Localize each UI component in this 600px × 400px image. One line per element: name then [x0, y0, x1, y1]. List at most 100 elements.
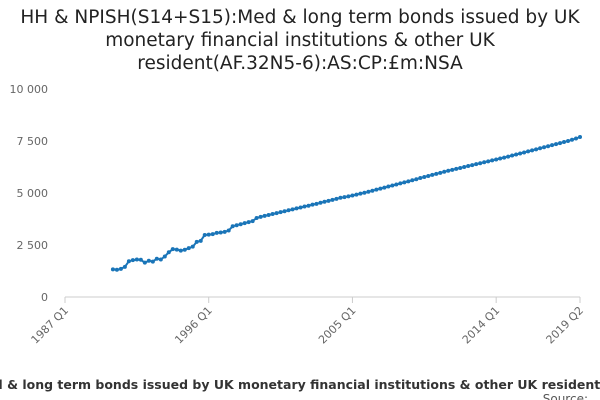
- point: [354, 192, 359, 197]
- point: [250, 219, 255, 224]
- point: [406, 179, 411, 184]
- point: [238, 222, 243, 227]
- point: [162, 254, 167, 259]
- point: [510, 153, 515, 158]
- point: [486, 159, 491, 164]
- point: [362, 190, 367, 195]
- y-tick-label: 5 000: [17, 187, 49, 200]
- point: [502, 155, 507, 160]
- point: [418, 176, 423, 181]
- x-tick-label: 2014 Q1: [460, 304, 503, 347]
- point: [410, 178, 415, 183]
- point: [118, 266, 123, 271]
- x-tick-label: 1996 Q1: [172, 304, 215, 347]
- point: [394, 182, 399, 187]
- y-tick-label: 2 500: [17, 239, 49, 252]
- point: [154, 256, 159, 261]
- point: [350, 193, 355, 198]
- point: [262, 213, 267, 218]
- point: [146, 258, 151, 263]
- point: [434, 171, 439, 176]
- x-tick-label: 2005 Q1: [316, 304, 359, 347]
- series-line: [112, 136, 581, 271]
- point: [450, 167, 455, 172]
- point: [194, 239, 199, 244]
- point: [490, 158, 495, 163]
- point: [422, 174, 427, 179]
- point: [294, 206, 299, 211]
- point: [198, 238, 203, 243]
- point: [134, 257, 139, 262]
- point: [330, 197, 335, 202]
- point: [526, 149, 531, 154]
- point: [562, 140, 567, 145]
- point: [210, 232, 215, 237]
- point: [246, 220, 251, 225]
- source: Source:: [543, 392, 588, 400]
- point: [546, 144, 551, 149]
- point: [278, 210, 283, 215]
- x-tick-label: 2019 Q2: [544, 304, 587, 347]
- point: [274, 211, 279, 216]
- point: [570, 137, 575, 142]
- point: [518, 151, 523, 156]
- point: [254, 215, 259, 220]
- point: [374, 187, 379, 192]
- point: [130, 258, 135, 263]
- point: [138, 257, 143, 262]
- point: [214, 230, 219, 235]
- point: [178, 248, 183, 253]
- point: [438, 170, 443, 175]
- point: [566, 139, 571, 143]
- point: [378, 186, 383, 191]
- point: [370, 188, 375, 193]
- point: [158, 257, 163, 262]
- point: [358, 191, 363, 196]
- point: [226, 228, 231, 233]
- point: [414, 177, 419, 182]
- point: [234, 223, 239, 228]
- point: [110, 267, 115, 272]
- point: [302, 204, 307, 209]
- point: [430, 172, 435, 177]
- point: [478, 161, 483, 166]
- point: [186, 246, 191, 251]
- y-tick-label: 10 000: [10, 83, 49, 96]
- point: [542, 145, 547, 150]
- point: [554, 142, 559, 147]
- point: [558, 141, 563, 146]
- point: [386, 184, 391, 189]
- point: [338, 195, 343, 200]
- point: [402, 180, 407, 185]
- point: [170, 247, 175, 252]
- point: [506, 154, 511, 159]
- point: [122, 264, 127, 269]
- point: [426, 173, 431, 178]
- point: [578, 135, 582, 140]
- y-tick-label: 7 500: [17, 135, 49, 148]
- point: [218, 230, 223, 235]
- point: [342, 195, 347, 200]
- point: [206, 232, 211, 237]
- x-axis-label: HH & NPISH(S14+S15):Med & long term bond…: [0, 377, 600, 392]
- point: [266, 213, 271, 218]
- point: [318, 200, 323, 205]
- point: [290, 207, 295, 212]
- point: [482, 160, 487, 165]
- point: [310, 202, 315, 207]
- point: [470, 163, 475, 168]
- point: [270, 212, 275, 217]
- point: [398, 181, 403, 186]
- point: [334, 196, 339, 201]
- point: [494, 157, 499, 162]
- point: [202, 233, 207, 238]
- point: [114, 267, 119, 272]
- point: [474, 162, 479, 167]
- point: [538, 146, 543, 151]
- point: [314, 201, 319, 206]
- point: [326, 198, 331, 203]
- point: [222, 229, 227, 234]
- point: [522, 150, 527, 155]
- point: [454, 166, 459, 171]
